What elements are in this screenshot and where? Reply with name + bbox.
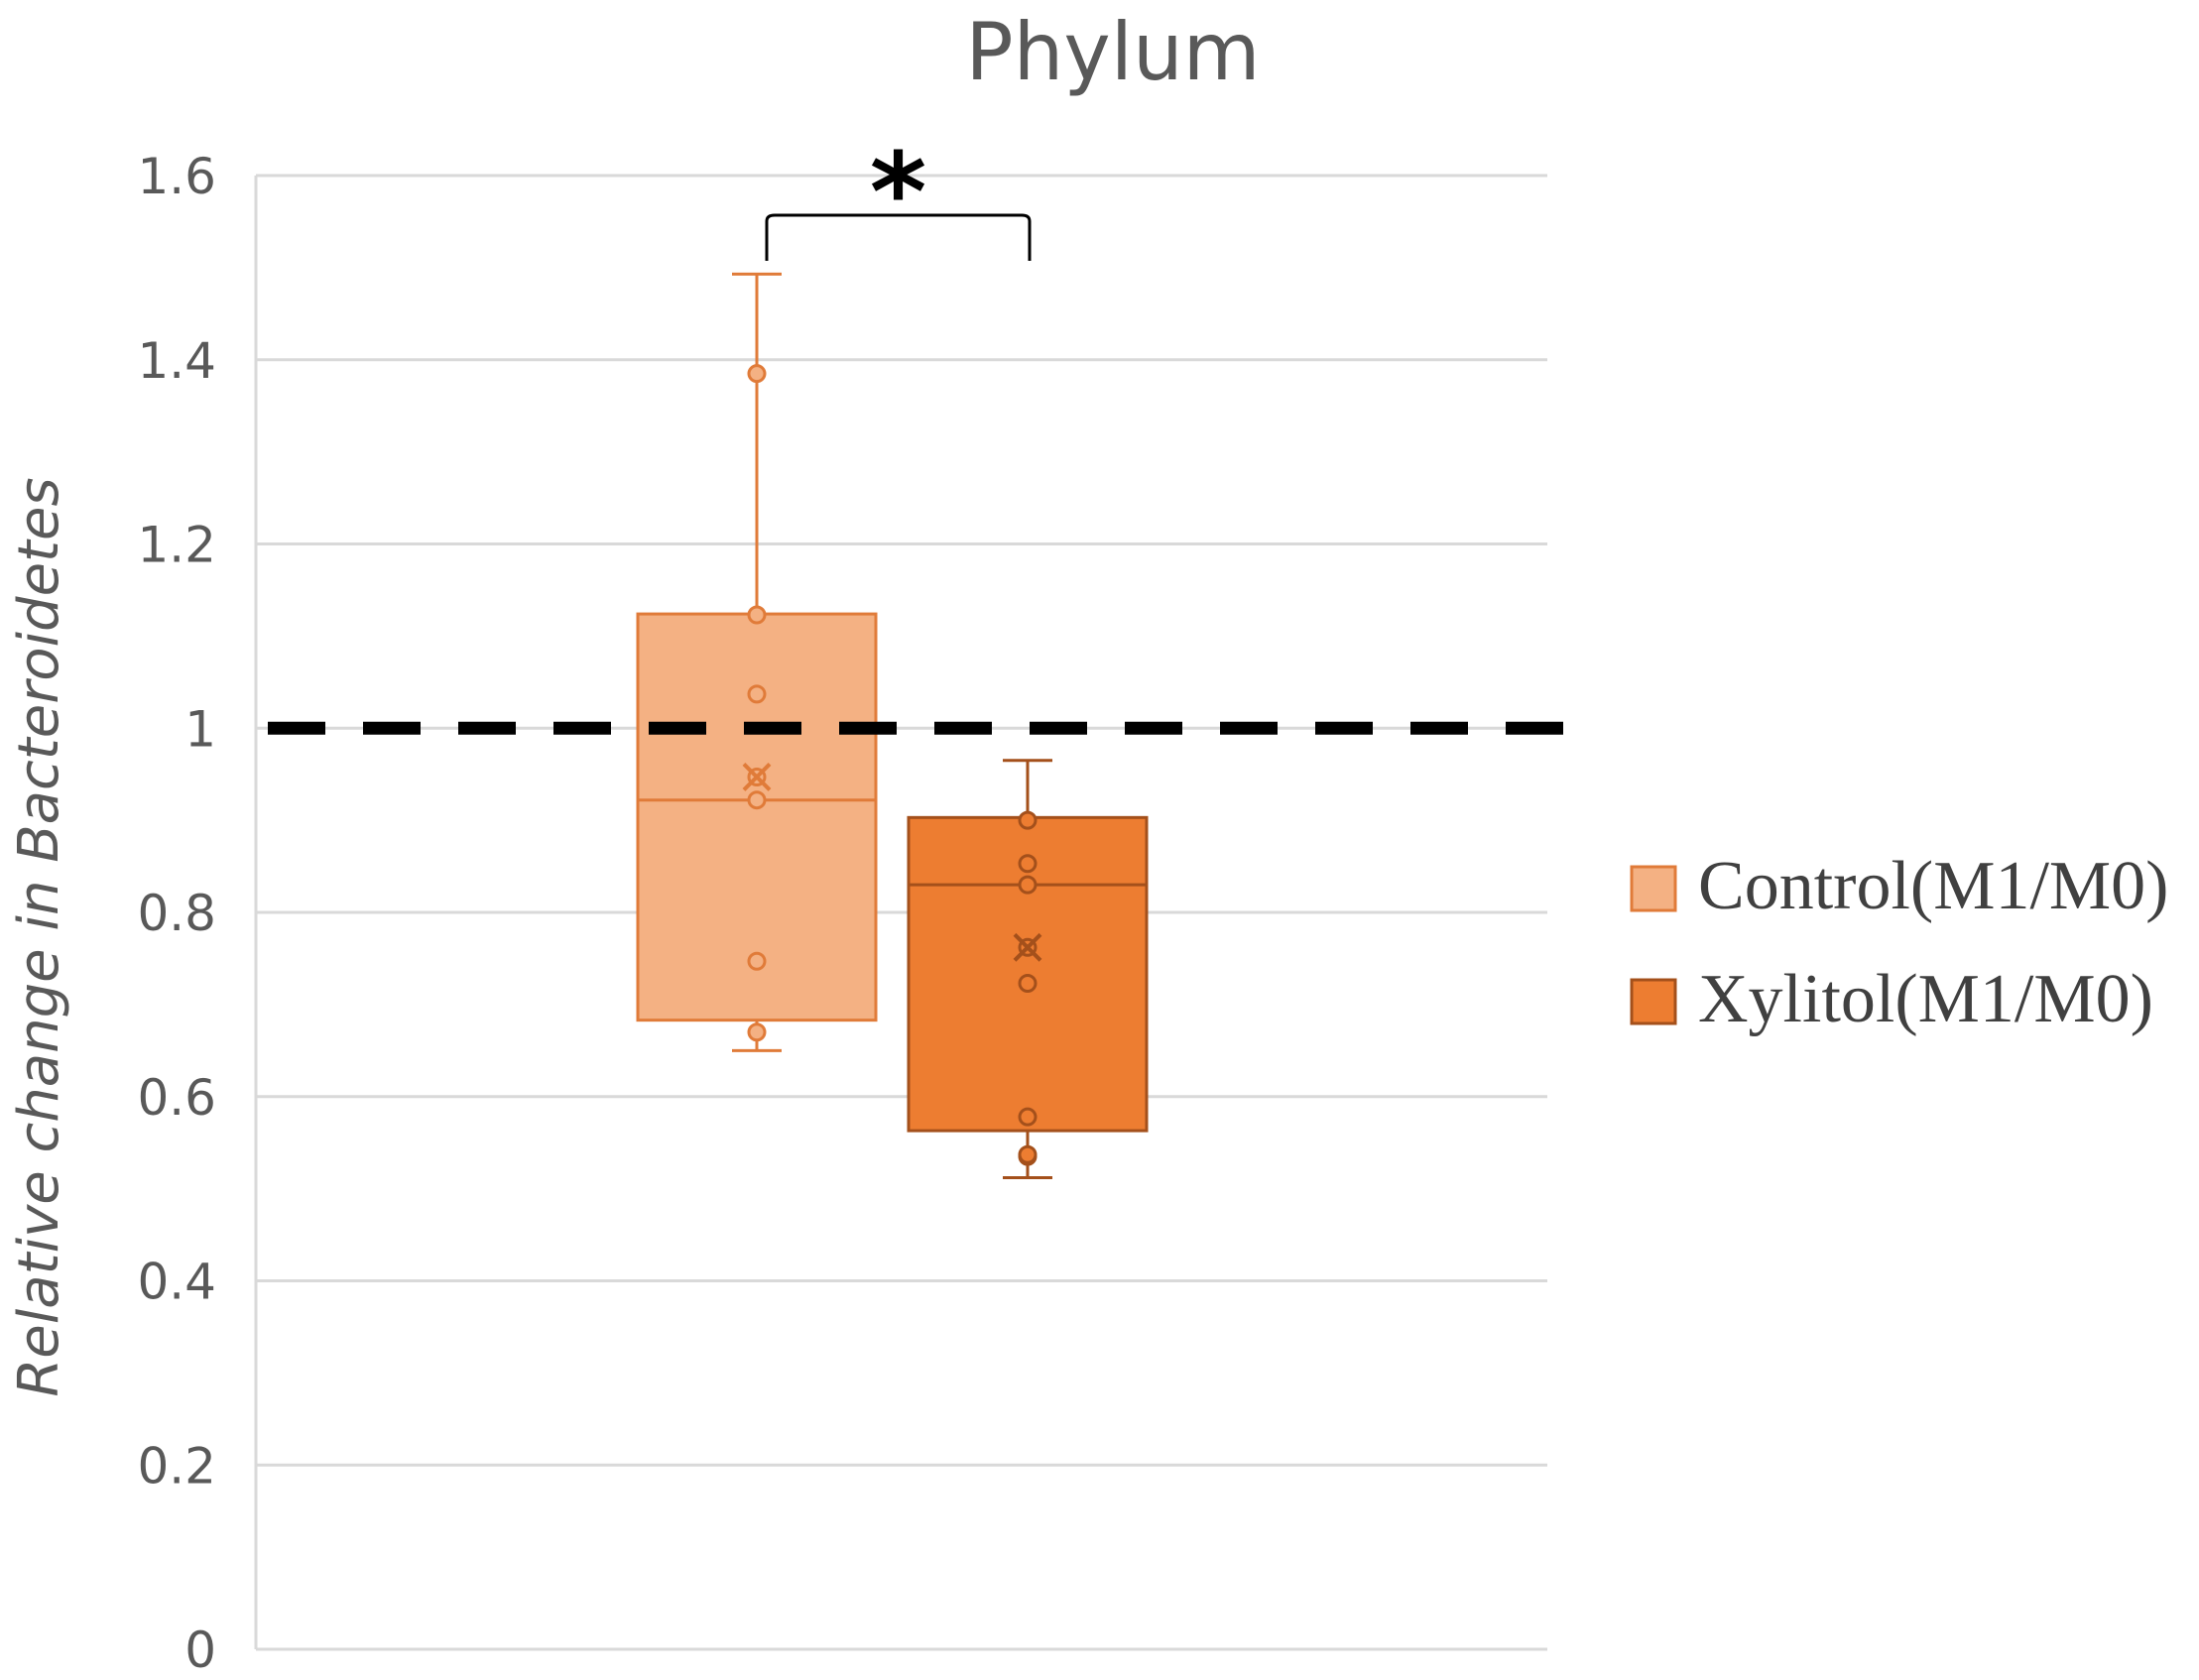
y-tick-label-7: 1.4 bbox=[137, 332, 216, 390]
y-tick-label-3: 0.6 bbox=[137, 1069, 216, 1127]
legend-swatch-1 bbox=[1630, 978, 1677, 1025]
data-point-4 bbox=[747, 684, 767, 704]
box-series-1 bbox=[907, 759, 1149, 1179]
y-tick-label-2: 0.4 bbox=[137, 1254, 216, 1311]
data-point-6 bbox=[747, 364, 767, 384]
y-tick-label-5: 1 bbox=[184, 700, 216, 758]
legend: Control(M1/M0) Xylitol(M1/M0) bbox=[1630, 848, 2168, 1037]
legend-label-0: Control(M1/M0) bbox=[1698, 848, 2168, 924]
data-point-3 bbox=[1018, 974, 1038, 994]
gridlines bbox=[256, 174, 1547, 1651]
data-point-7 bbox=[1018, 810, 1038, 830]
significance-bracket-line bbox=[765, 213, 1032, 261]
legend-label-1: Xylitol(M1/M0) bbox=[1698, 961, 2153, 1037]
legend-swatch-0 bbox=[1630, 865, 1677, 912]
y-tick-label-4: 0.8 bbox=[137, 885, 216, 942]
significance-asterisk: * bbox=[870, 129, 927, 256]
mean-marker bbox=[1013, 932, 1042, 962]
data-point-5 bbox=[1018, 875, 1038, 895]
y-axis-label: Relative change in Bacteroidetes bbox=[7, 477, 71, 1396]
y-tick-label-1: 0.2 bbox=[137, 1437, 216, 1495]
y-tick-label-8: 1.6 bbox=[137, 148, 216, 205]
y-tick-label-6: 1.2 bbox=[137, 517, 216, 574]
data-point-2 bbox=[1018, 1107, 1038, 1127]
data-point-5 bbox=[747, 605, 767, 625]
y-tick-label-0: 0 bbox=[184, 1621, 216, 1679]
data-point-1 bbox=[747, 951, 767, 971]
data-point-6 bbox=[1018, 854, 1038, 874]
data-point-2 bbox=[747, 790, 767, 810]
mean-marker bbox=[742, 763, 772, 791]
chart-title: Phylum bbox=[965, 6, 1260, 98]
data-point-0 bbox=[747, 1022, 767, 1042]
data-point-1 bbox=[1018, 1144, 1038, 1164]
box-series-0 bbox=[636, 272, 878, 1052]
significance-bracket: * bbox=[765, 129, 1032, 261]
box-series bbox=[636, 272, 1149, 1179]
y-axis-tick-labels: 0 0.2 0.4 0.6 0.8 1 1.2 1.4 1.6 bbox=[137, 148, 216, 1679]
